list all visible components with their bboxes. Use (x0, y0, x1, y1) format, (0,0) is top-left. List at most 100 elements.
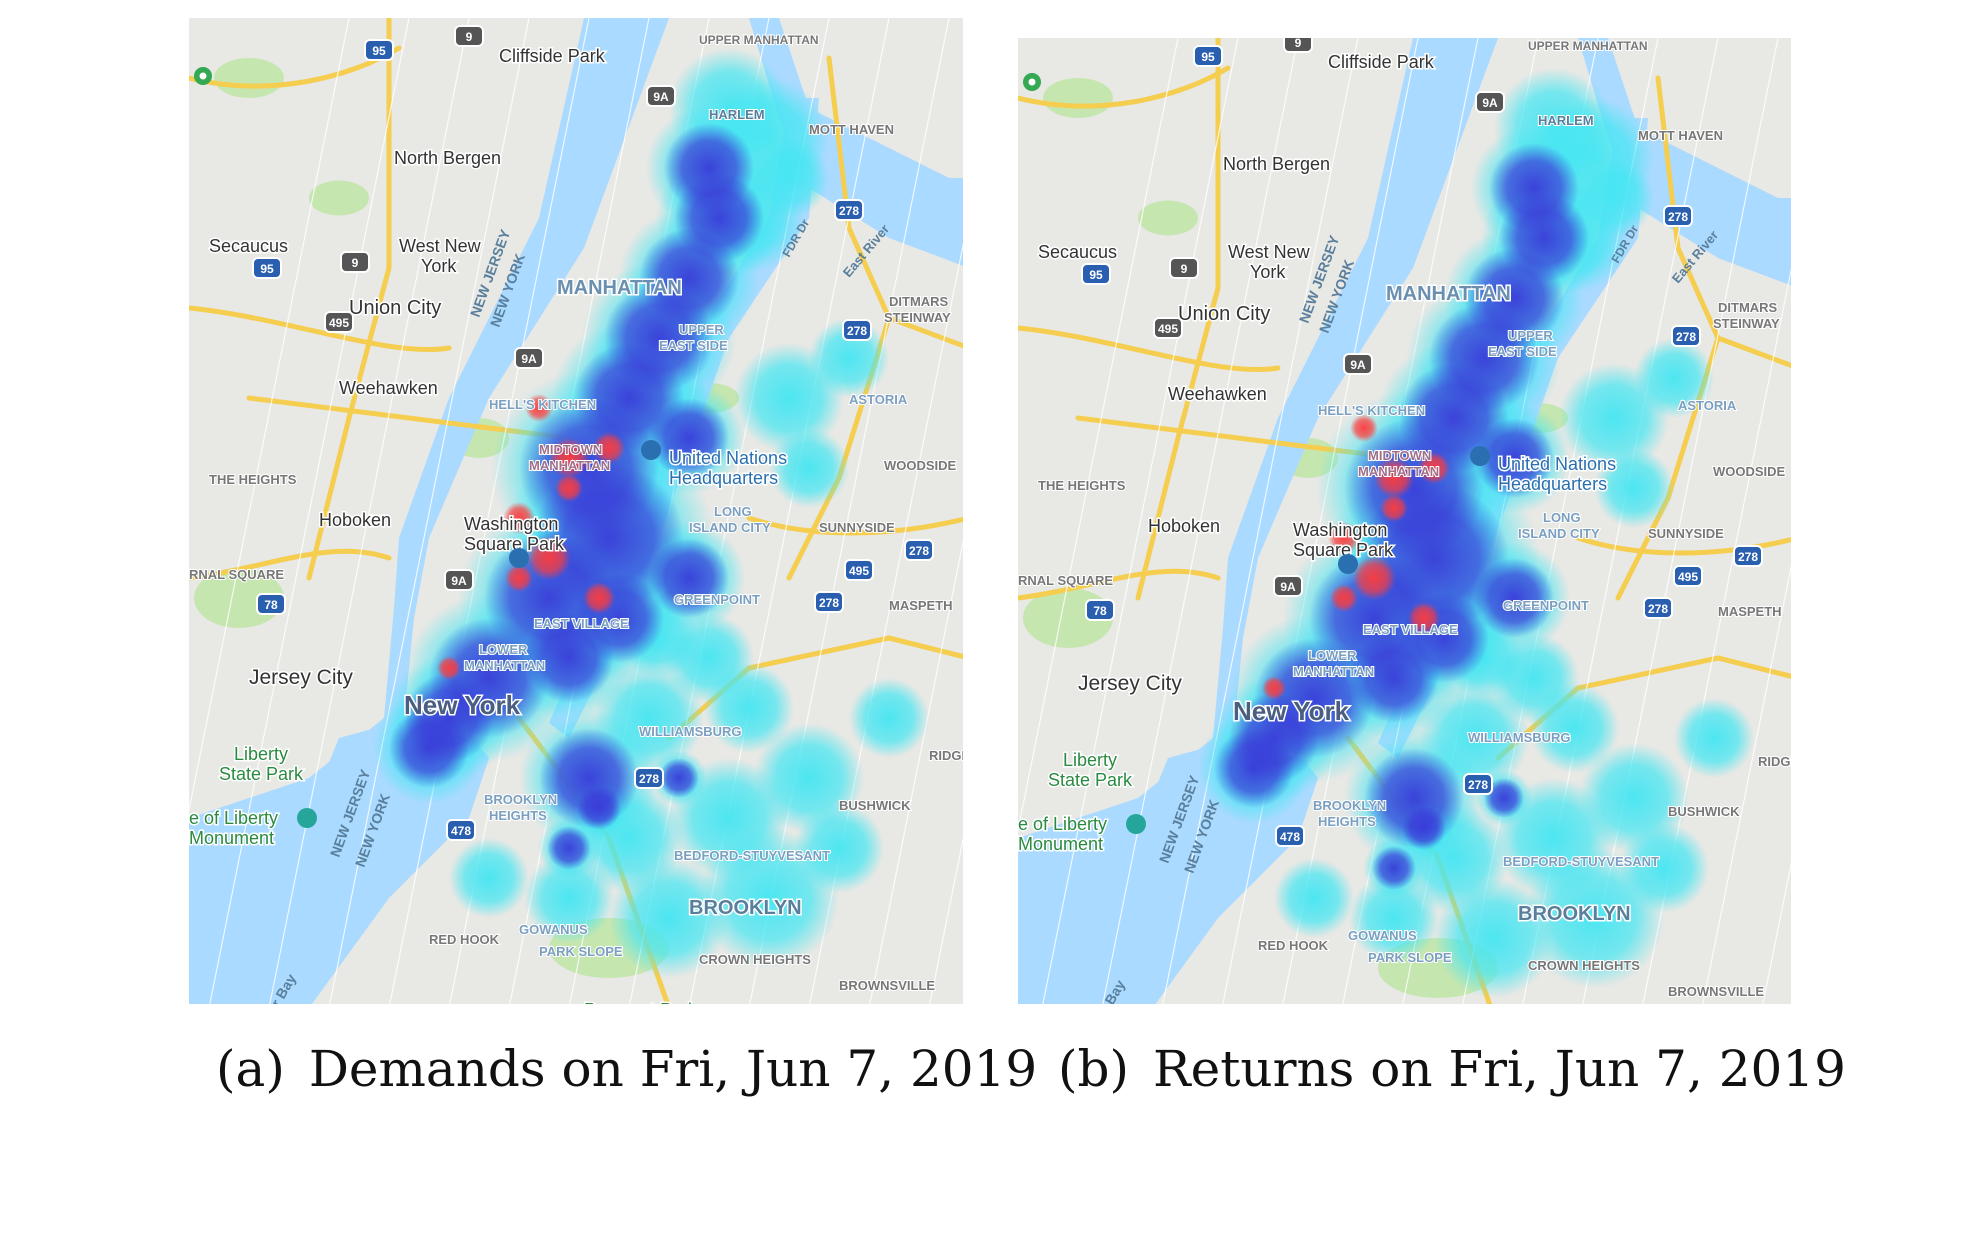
map-label-west-new-york-2: York (1250, 262, 1286, 282)
map-label-the-heights: THE HEIGHTS (209, 472, 297, 487)
heat-blob (555, 474, 583, 502)
highway (826, 55, 963, 349)
heat-blob (1380, 494, 1408, 522)
map-label-bushwick: BUSHWICK (839, 798, 911, 813)
map-label-gowanus: GOWANUS (1348, 928, 1417, 943)
statue-pin-icon (297, 808, 317, 828)
map-label-west-new-york-1: West New (1228, 242, 1311, 262)
route-shield-icon: 9 (1169, 257, 1199, 279)
route-shield-icon: 95 (1081, 263, 1111, 285)
street (929, 836, 963, 1004)
map-label-upper-manhattan: UPPER MANHATTAN (699, 33, 819, 47)
map-label-harlem: HARLEM (1538, 113, 1594, 128)
heat-blob (549, 438, 589, 478)
heat-blob (389, 708, 469, 788)
map-label-jersey-city: Jersey City (249, 666, 353, 689)
heat-blob (1489, 143, 1579, 233)
route-shield-icon: 278 (1733, 545, 1763, 567)
route-shield-icon: 95 (1193, 45, 1223, 67)
map-label-maspeth: MASPETH (1718, 604, 1782, 619)
street (329, 18, 530, 1004)
svg-text:278: 278 (1468, 778, 1488, 792)
highway (189, 305, 452, 353)
route-shield-icon: 495 (844, 559, 874, 581)
svg-text:78: 78 (1093, 604, 1107, 618)
heat-blob (1214, 728, 1294, 808)
heat-blob (1529, 683, 1619, 773)
route-shield-icon: 78 (1085, 599, 1115, 621)
map-label-brooklyn: BROOKLYN (1518, 903, 1631, 925)
map-label-harlem: HARLEM (709, 107, 765, 122)
map-label-union-city: Union City (1178, 303, 1270, 325)
map-labels: Cliffside Park UPPER MANHATTAN North Berge… (1018, 38, 1791, 1004)
svg-text:278: 278 (639, 772, 659, 786)
caption-tag: (b) (1058, 1040, 1130, 1098)
heat-blob (1594, 448, 1674, 528)
map-label-sunnyside: SUNNYSIDE (819, 520, 895, 535)
svg-text:495: 495 (849, 564, 869, 578)
map-label-lower-manhattan-2: MANHATTAN (1293, 664, 1374, 679)
map-label-cliffside-park: Cliffside Park (499, 46, 606, 66)
heat-blob (1350, 414, 1378, 442)
map-label-lic-1: LONG (714, 504, 752, 519)
map-label-journal-square: RNAL SQUARE (189, 567, 284, 582)
park-pin-icon (509, 548, 529, 568)
map-label-brooklyn-heights-2: HEIGHTS (489, 808, 547, 823)
map-label-union-city: Union City (349, 297, 441, 319)
heat-blob (769, 428, 849, 508)
route-shield-icon: 9A (1273, 575, 1303, 597)
highway (1018, 65, 1231, 109)
map-label-midtown-1: MIDTOWN (1368, 448, 1431, 463)
map-label-woodside: WOODSIDE (884, 458, 957, 473)
route-shield-icon: 495 (1673, 565, 1703, 587)
map-label-bedford: BEDFORD-STUYVESANT (1503, 854, 1659, 869)
park (214, 58, 284, 98)
map-label-manhattan: MANHATTAN (1386, 283, 1511, 305)
route-shield-icon: 9A (514, 347, 544, 369)
heat-blob (1330, 584, 1358, 612)
map-label-ridgewood: RIDGEW (1758, 754, 1791, 769)
heat-blob (583, 582, 615, 614)
street (269, 18, 470, 1004)
map-label-washington-sq-1: Washington (464, 514, 558, 534)
heatmap-map-returns: Cliffside Park UPPER MANHATTAN North Berge… (1018, 38, 1791, 1004)
map-label-washington-sq-2: Square Park (1293, 540, 1394, 560)
route-shield-icon: 278 (1671, 325, 1701, 347)
heat-blob (794, 803, 884, 893)
heat-blob (609, 858, 729, 978)
svg-text:9A: 9A (1482, 96, 1498, 110)
svg-text:9: 9 (352, 256, 359, 270)
map-label-statue-2: Monument (1018, 834, 1103, 854)
map-label-east-village: EAST VILLAGE (1363, 622, 1458, 637)
route-shield-icon: 9A (444, 569, 474, 591)
heat-blob (1434, 878, 1554, 998)
map-label-park-slope: PARK SLOPE (1368, 950, 1452, 965)
map-label-washington-sq-2: Square Park (464, 534, 565, 554)
street (1222, 38, 1419, 1004)
map-label-greenpoint: GREENPOINT (1503, 598, 1589, 613)
caption-tag: (a) (216, 1040, 285, 1098)
svg-text:478: 478 (451, 824, 471, 838)
svg-text:9A: 9A (521, 352, 537, 366)
street (1018, 38, 1179, 834)
map-label-midtown-1: MIDTOWN (539, 442, 602, 457)
heat-blob (1484, 778, 1524, 818)
highway (1655, 75, 1791, 369)
route-shield-icon: 9A (1343, 353, 1373, 375)
map-label-brownsville: BROWNSVILLE (1668, 984, 1764, 999)
heatmap-layer (1198, 68, 1754, 998)
route-shield-icon: 278 (834, 199, 864, 221)
highway (746, 515, 963, 536)
map-label-williamsburg: WILLIAMSBURG (639, 724, 742, 739)
svg-text:9: 9 (466, 30, 473, 44)
street (1162, 38, 1359, 1004)
map-label-weehawken: Weehawken (1168, 384, 1267, 404)
heatmap-layer (373, 48, 929, 978)
street (189, 18, 350, 814)
map-label-hoboken: Hoboken (319, 510, 391, 530)
map-label-mott-haven: MOTT HAVEN (809, 122, 894, 137)
map-label-west-new-york-2: York (421, 256, 457, 276)
svg-text:95: 95 (372, 44, 386, 58)
map-label-un-2: Headquarters (1498, 474, 1607, 494)
svg-text:478: 478 (1280, 830, 1300, 844)
